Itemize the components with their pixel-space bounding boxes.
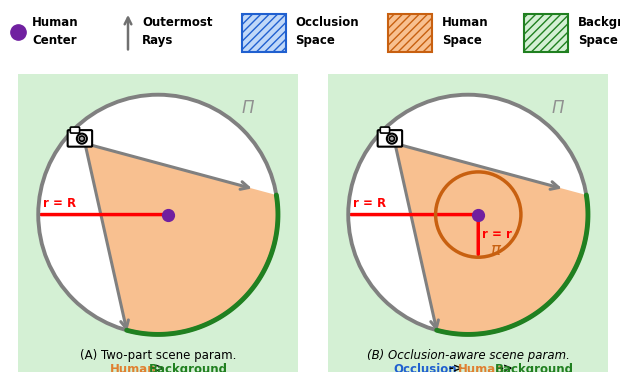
FancyBboxPatch shape xyxy=(378,130,402,147)
Text: Background: Background xyxy=(578,16,620,29)
Text: Occlusion: Occlusion xyxy=(394,363,458,372)
Circle shape xyxy=(387,134,397,144)
Text: Occlusion: Occlusion xyxy=(295,16,358,29)
Text: Background: Background xyxy=(495,363,574,372)
Text: r = R: r = R xyxy=(353,198,386,211)
FancyBboxPatch shape xyxy=(524,14,568,52)
Text: Human: Human xyxy=(109,363,156,372)
Circle shape xyxy=(348,95,588,334)
Circle shape xyxy=(389,136,394,141)
Text: r = r: r = r xyxy=(482,228,512,241)
FancyBboxPatch shape xyxy=(70,127,79,133)
Text: Space: Space xyxy=(578,34,618,47)
FancyBboxPatch shape xyxy=(242,14,286,52)
FancyBboxPatch shape xyxy=(68,130,92,147)
Text: π: π xyxy=(490,241,500,259)
Text: (B) Occlusion-aware scene param.: (B) Occlusion-aware scene param. xyxy=(366,349,570,362)
FancyBboxPatch shape xyxy=(388,14,432,52)
Text: Background: Background xyxy=(149,363,228,372)
Text: Rays: Rays xyxy=(142,34,174,47)
Circle shape xyxy=(77,134,87,144)
Text: Human: Human xyxy=(442,16,489,29)
Polygon shape xyxy=(18,74,298,372)
Text: Human: Human xyxy=(32,16,79,29)
Text: (A) Two-part scene param.: (A) Two-part scene param. xyxy=(80,349,236,362)
Text: Π: Π xyxy=(241,99,254,117)
Text: Center: Center xyxy=(32,34,77,47)
Text: ->: -> xyxy=(151,363,166,372)
Text: r = R: r = R xyxy=(43,198,76,211)
Text: ->: -> xyxy=(498,363,513,372)
FancyBboxPatch shape xyxy=(380,127,389,133)
Circle shape xyxy=(79,136,84,141)
Text: Space: Space xyxy=(295,34,335,47)
Polygon shape xyxy=(395,144,588,334)
Text: Space: Space xyxy=(442,34,482,47)
Text: Π: Π xyxy=(551,99,564,117)
Text: Outermost: Outermost xyxy=(142,16,213,29)
Polygon shape xyxy=(85,144,278,334)
Text: Human: Human xyxy=(458,363,505,372)
Circle shape xyxy=(38,95,278,334)
Polygon shape xyxy=(328,74,608,372)
Text: ->: -> xyxy=(448,363,463,372)
